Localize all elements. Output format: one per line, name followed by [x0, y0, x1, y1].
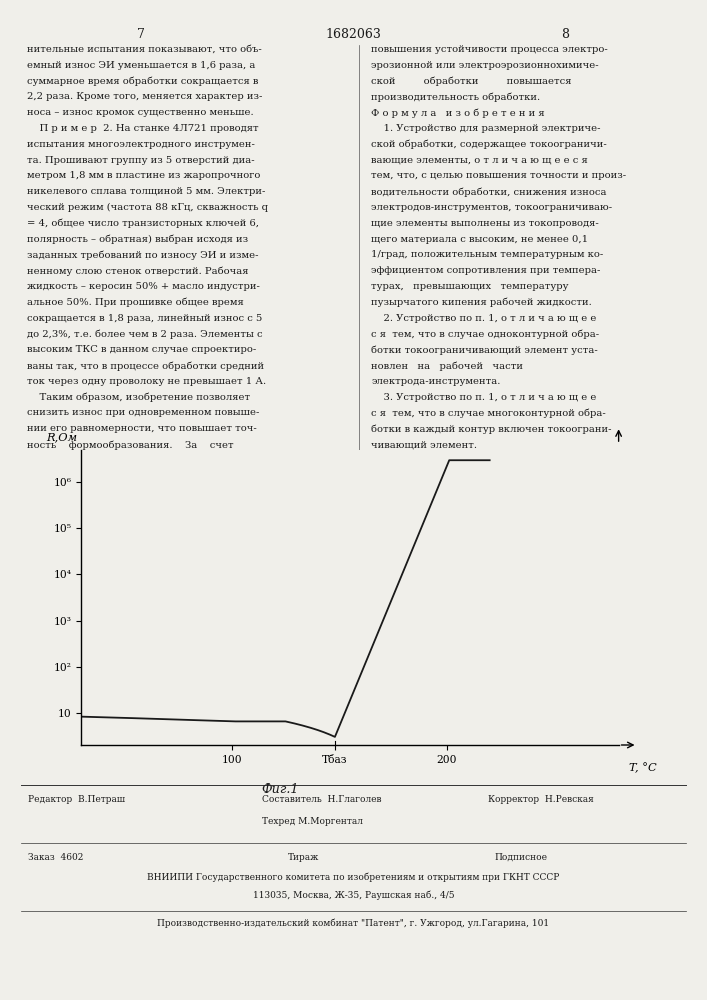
Text: нительные испытания показывают, что объ-: нительные испытания показывают, что объ-	[27, 45, 262, 54]
Text: ток через одну проволоку не превышает 1 А.: ток через одну проволоку не превышает 1 …	[27, 377, 266, 386]
Text: жидкость – керосин 50% + масло индустри-: жидкость – керосин 50% + масло индустри-	[27, 282, 259, 291]
Text: T, °C: T, °C	[629, 763, 657, 773]
Text: 113035, Москва, Ж-35, Раушская наб., 4/5: 113035, Москва, Ж-35, Раушская наб., 4/5	[252, 891, 455, 900]
Text: 1682063: 1682063	[325, 27, 382, 40]
Text: = 4, общее число транзисторных ключей 6,: = 4, общее число транзисторных ключей 6,	[27, 219, 259, 228]
Text: новлен   на   рабочей   части: новлен на рабочей части	[371, 361, 523, 371]
Text: 7: 7	[137, 27, 146, 40]
Text: R,Ом: R,Ом	[47, 432, 77, 442]
Text: носа – износ кромок существенно меньше.: носа – износ кромок существенно меньше.	[27, 108, 254, 117]
Text: ненному слою стенок отверстий. Рабочая: ненному слою стенок отверстий. Рабочая	[27, 266, 248, 276]
Text: снизить износ при одновременном повыше-: снизить износ при одновременном повыше-	[27, 408, 259, 417]
Text: Таким образом, изобретение позволяет: Таким образом, изобретение позволяет	[27, 393, 250, 402]
Text: 1/град, положительным температурным ко-: 1/град, положительным температурным ко-	[371, 250, 604, 259]
Text: метром 1,8 мм в пластине из жаропрочного: метром 1,8 мм в пластине из жаропрочного	[27, 171, 260, 180]
Text: ской обработки, содержащее токоограничи-: ской обработки, содержащее токоограничи-	[371, 140, 607, 149]
Text: суммарное время обработки сокращается в: суммарное время обработки сокращается в	[27, 77, 258, 86]
Text: Корректор  Н.Ревская: Корректор Н.Ревская	[488, 795, 594, 804]
Text: эффициентом сопротивления при темпера-: эффициентом сопротивления при темпера-	[371, 266, 600, 275]
Text: 2. Устройство по п. 1, о т л и ч а ю щ е е: 2. Устройство по п. 1, о т л и ч а ю щ е…	[371, 314, 597, 323]
Text: электродов-инструментов, токоограничиваю-: электродов-инструментов, токоограничиваю…	[371, 203, 612, 212]
Text: Тираж: Тираж	[288, 853, 320, 862]
Text: электрода-инструмента.: электрода-инструмента.	[371, 377, 501, 386]
Text: 3. Устройство по п. 1, о т л и ч а ю щ е е: 3. Устройство по п. 1, о т л и ч а ю щ е…	[371, 393, 597, 402]
Text: 8: 8	[561, 27, 570, 40]
Text: Производственно-издательский комбинат "Патент", г. Ужгород, ул.Гагарина, 101: Производственно-издательский комбинат "П…	[158, 919, 549, 928]
Text: испытания многоэлектродного инструмен-: испытания многоэлектродного инструмен-	[27, 140, 255, 149]
Text: Подписное: Подписное	[495, 853, 548, 862]
Text: эрозионной или электроэрозионнохимиче-: эрозионной или электроэрозионнохимиче-	[371, 61, 599, 70]
Text: пузырчатого кипения рабочей жидкости.: пузырчатого кипения рабочей жидкости.	[371, 298, 592, 307]
Text: Ф о р м у л а   и з о б р е т е н и я: Ф о р м у л а и з о б р е т е н и я	[371, 108, 545, 118]
Text: никелевого сплава толщиной 5 мм. Электри-: никелевого сплава толщиной 5 мм. Электри…	[27, 187, 265, 196]
Text: заданных требований по износу ЭИ и изме-: заданных требований по износу ЭИ и изме-	[27, 250, 258, 260]
Text: Составитель  Н.Глаголев: Составитель Н.Глаголев	[262, 795, 381, 804]
Text: полярность – обратная) выбран исходя из: полярность – обратная) выбран исходя из	[27, 235, 248, 244]
Text: емный износ ЭИ уменьшается в 1,6 раза, а: емный износ ЭИ уменьшается в 1,6 раза, а	[27, 61, 255, 70]
Text: ботки токоограничивающий элемент уста-: ботки токоограничивающий элемент уста-	[371, 345, 598, 355]
Text: ческий режим (частота 88 кГц, скважность q: ческий режим (частота 88 кГц, скважность…	[27, 203, 268, 212]
Text: тем, что, с целью повышения точности и произ-: тем, что, с целью повышения точности и п…	[371, 171, 626, 180]
Text: вающие элементы, о т л и ч а ю щ е е с я: вающие элементы, о т л и ч а ю щ е е с я	[371, 156, 588, 165]
Text: до 2,3%, т.е. более чем в 2 раза. Элементы с: до 2,3%, т.е. более чем в 2 раза. Элемен…	[27, 329, 262, 339]
Text: Фиг.1: Фиг.1	[262, 783, 299, 796]
Text: сокращается в 1,8 раза, линейный износ с 5: сокращается в 1,8 раза, линейный износ с…	[27, 314, 262, 323]
Text: высоким ТКС в данном случае спроектиро-: высоким ТКС в данном случае спроектиро-	[27, 345, 256, 354]
Text: ской         обработки         повышается: ской обработки повышается	[371, 77, 572, 86]
Text: та. Прошивают группу из 5 отверстий диа-: та. Прошивают группу из 5 отверстий диа-	[27, 156, 255, 165]
Text: П р и м е р  2. На станке 4Л721 проводят: П р и м е р 2. На станке 4Л721 проводят	[27, 124, 259, 133]
Text: Техред М.Моргентал: Техред М.Моргентал	[262, 817, 363, 826]
Text: ваны так, что в процессе обработки средний: ваны так, что в процессе обработки средн…	[27, 361, 264, 371]
Text: с я  тем, что в случае одноконтурной обра-: с я тем, что в случае одноконтурной обра…	[371, 329, 600, 339]
Text: щего материала с высоким, не менее 0,1: щего материала с высоким, не менее 0,1	[371, 235, 588, 244]
Text: нии его равномерности, что повышает точ-: нии его равномерности, что повышает точ-	[27, 424, 257, 433]
Text: с я  тем, что в случае многоконтурной обра-: с я тем, что в случае многоконтурной обр…	[371, 408, 606, 418]
Text: повышения устойчивости процесса электро-: повышения устойчивости процесса электро-	[371, 45, 608, 54]
Text: 1. Устройство для размерной электриче-: 1. Устройство для размерной электриче-	[371, 124, 601, 133]
Text: Редактор  В.Петраш: Редактор В.Петраш	[28, 795, 125, 804]
Text: щие элементы выполнены из токопроводя-: щие элементы выполнены из токопроводя-	[371, 219, 599, 228]
Text: чивающий элемент.: чивающий элемент.	[371, 440, 477, 449]
Text: ность    формообразования.    За    счет: ность формообразования. За счет	[27, 440, 233, 450]
Text: ботки в каждый контур включен токоограни-: ботки в каждый контур включен токоограни…	[371, 424, 612, 434]
Text: турах,   превышающих   температуру: турах, превышающих температуру	[371, 282, 568, 291]
Text: производительность обработки.: производительность обработки.	[371, 92, 540, 102]
Text: водительности обработки, снижения износа: водительности обработки, снижения износа	[371, 187, 607, 197]
Text: Заказ  4602: Заказ 4602	[28, 853, 83, 862]
Text: ВНИИПИ Государственного комитета по изобретениям и открытиям при ГКНТ СССР: ВНИИПИ Государственного комитета по изоб…	[147, 873, 560, 882]
Text: 2,2 раза. Кроме того, меняется характер из-: 2,2 раза. Кроме того, меняется характер …	[27, 92, 262, 101]
Text: альное 50%. При прошивке общее время: альное 50%. При прошивке общее время	[27, 298, 244, 307]
